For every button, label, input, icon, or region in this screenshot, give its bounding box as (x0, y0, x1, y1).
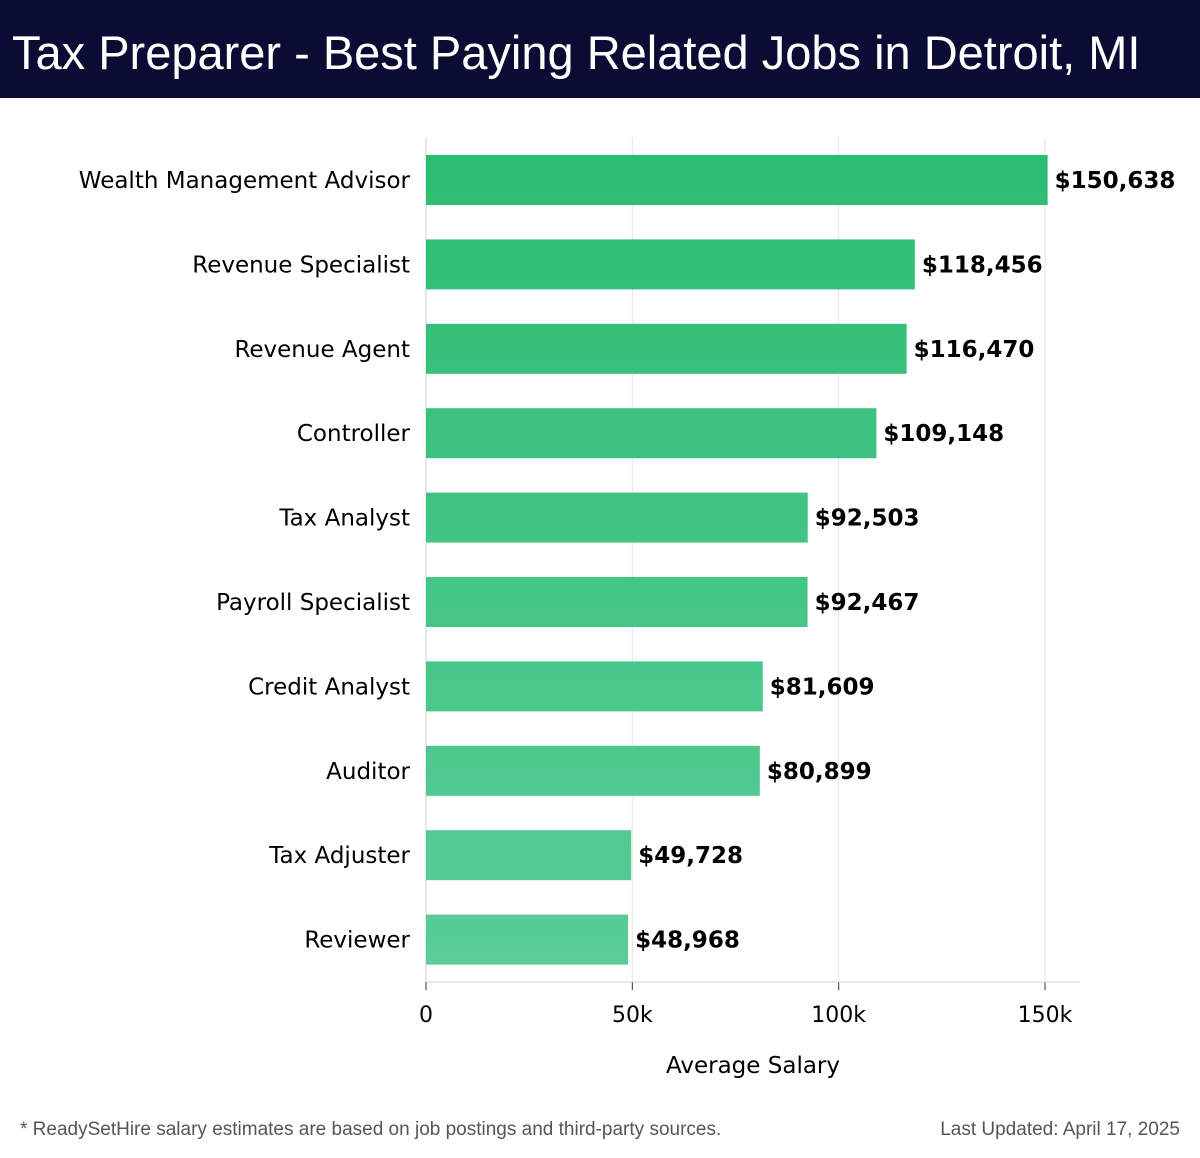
bar (426, 914, 629, 965)
value-label: $116,470 (914, 337, 1035, 363)
bar (426, 492, 808, 543)
value-label: $92,467 (815, 590, 920, 616)
header-banner: Tax Preparer - Best Paying Related Jobs … (0, 0, 1200, 98)
category-label: Tax Adjuster (268, 843, 410, 869)
bar (426, 155, 1048, 205)
footnote: * ReadySetHire salary estimates are base… (20, 1119, 722, 1140)
x-tick-label: 150k (1018, 1003, 1073, 1028)
category-label: Auditor (326, 759, 410, 785)
value-label: $48,968 (635, 928, 740, 954)
value-label: $118,456 (922, 252, 1043, 278)
value-label: $92,503 (815, 506, 920, 532)
page-title: Tax Preparer - Best Paying Related Jobs … (12, 26, 1141, 79)
category-label: Credit Analyst (248, 674, 410, 700)
category-label: Payroll Specialist (216, 590, 410, 616)
category-label: Revenue Agent (234, 337, 410, 363)
bar (426, 239, 915, 290)
category-label: Wealth Management Advisor (79, 168, 411, 194)
x-tick-label: 100k (811, 1003, 866, 1028)
last-updated: Last Updated: April 17, 2025 (940, 1119, 1180, 1140)
category-label: Tax Analyst (278, 506, 410, 532)
bar (426, 745, 760, 796)
value-label: $80,899 (767, 759, 872, 785)
bar (426, 408, 877, 459)
value-label: $49,728 (638, 843, 743, 869)
x-tick-label: 0 (419, 1003, 433, 1028)
x-tick-label: 50k (612, 1003, 653, 1028)
value-label: $109,148 (883, 421, 1004, 447)
bar (426, 830, 632, 881)
category-label: Revenue Specialist (192, 252, 410, 278)
category-label: Controller (297, 421, 411, 447)
bar (426, 661, 763, 712)
x-axis-title: Average Salary (666, 1053, 840, 1079)
bar (426, 577, 808, 627)
value-label: $81,609 (770, 674, 875, 700)
value-label: $150,638 (1055, 168, 1176, 194)
bar (426, 323, 907, 374)
category-label: Reviewer (304, 928, 410, 954)
